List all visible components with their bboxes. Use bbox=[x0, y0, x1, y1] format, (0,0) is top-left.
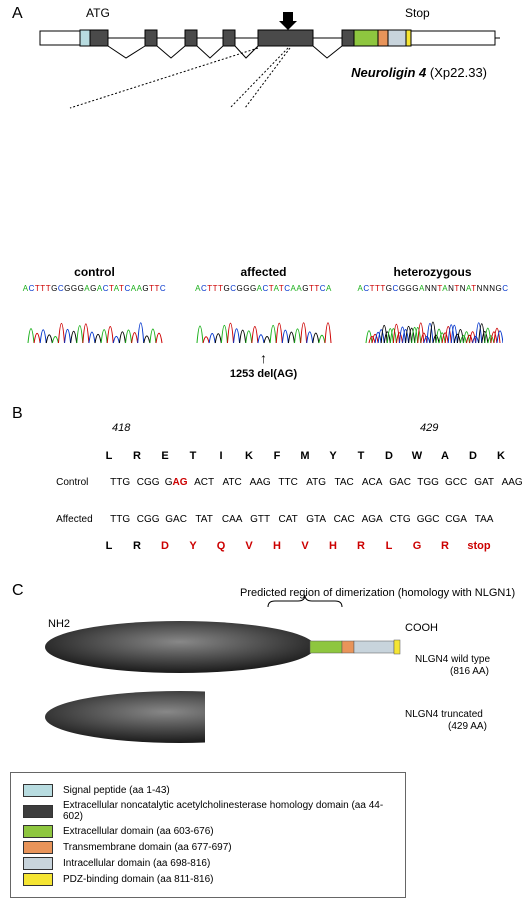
chrom-affected-seq: ACTTTGCGGGACTATCAAGTTCA bbox=[189, 284, 339, 293]
aa-top-row: LRETIKFMYTDWADK bbox=[95, 450, 517, 462]
cooh-label: COOH bbox=[405, 622, 438, 634]
legend-row: Extracellular domain (aa 603-676) bbox=[23, 825, 393, 838]
gene-svg bbox=[30, 10, 510, 110]
protein-diagram: Predicted region of dimerization (homolo… bbox=[10, 587, 517, 767]
wt-line2: (816 AA) bbox=[450, 666, 489, 677]
protein-svg: NH2 COOH NLGN4 wild type (816 AA) bbox=[10, 587, 510, 767]
chrom-control-trace bbox=[25, 295, 165, 345]
chrom-het-seq: ACTTTGCGGGANNTANTNATNNNGC bbox=[358, 284, 508, 293]
legend-swatch bbox=[23, 873, 53, 886]
control-dna-row: ControlTTGCGGGAGACTATCAAGTTCATGTACACAGAC… bbox=[45, 466, 517, 499]
aa-bottom-row: LRDYQVHVHRLGRstop bbox=[95, 540, 517, 552]
legend-swatch bbox=[23, 841, 53, 854]
nh2-label: NH2 bbox=[48, 618, 70, 630]
gene-name-loc: (Xp22.33) bbox=[426, 65, 487, 80]
legend-swatch bbox=[23, 784, 53, 797]
legend-swatch bbox=[23, 805, 53, 818]
legend-row: Signal peptide (aa 1-43) bbox=[23, 784, 393, 797]
chrom-control: control ACTTTGCGGGAGACTATCAAGTTC bbox=[20, 265, 170, 380]
pos-left: 418 bbox=[107, 422, 135, 434]
legend-text: Intracellular domain (aa 698-816) bbox=[63, 858, 210, 869]
panel-a: A ATG Stop bbox=[10, 10, 517, 380]
trunc-line2: (429 AA) bbox=[448, 721, 487, 732]
legend-row: Transmembrane domain (aa 677-697) bbox=[23, 841, 393, 854]
dimer-label: Predicted region of dimerization (homolo… bbox=[240, 587, 515, 599]
legend-row: Extracellular noncatalytic acetylcholine… bbox=[23, 800, 393, 822]
mutation-arrow: ↑ bbox=[189, 350, 339, 366]
legend-text: Extracellular noncatalytic acetylcholine… bbox=[63, 800, 393, 822]
chrom-control-title: control bbox=[20, 265, 170, 279]
gene-name-italic: Neuroligin 4 bbox=[351, 65, 426, 80]
legend-text: Extracellular domain (aa 603-676) bbox=[63, 826, 214, 837]
panel-c: C Predicted region of dimerization (homo… bbox=[10, 587, 517, 898]
chrom-affected-trace bbox=[194, 295, 334, 345]
legend-text: PDZ-binding domain (aa 811-816) bbox=[63, 874, 213, 885]
legend-swatch bbox=[23, 857, 53, 870]
chrom-het-trace bbox=[363, 295, 503, 345]
gene-name: Neuroligin 4 (Xp22.33) bbox=[351, 65, 487, 80]
pos-right: 429 bbox=[415, 422, 443, 434]
mutation-label: 1253 del(AG) bbox=[189, 368, 339, 380]
legend-row: Intracellular domain (aa 698-816) bbox=[23, 857, 393, 870]
chrom-affected-title: affected bbox=[189, 265, 339, 279]
affected-lbl: Affected bbox=[56, 514, 106, 525]
legend-row: PDZ-binding domain (aa 811-816) bbox=[23, 873, 393, 886]
chrom-het-title: heterozygous bbox=[358, 265, 508, 279]
affected-dna-row: AffectedTTGCGGGACTATCAAGTTCATGTACACAGACT… bbox=[45, 503, 517, 536]
pos-row: 418 429 bbox=[95, 410, 517, 446]
panel-b: B 418429 LRETIKFMYTDWADK ControlTTGCGGGA… bbox=[10, 410, 517, 552]
panel-b-label: B bbox=[12, 405, 23, 423]
chrom-control-seq: ACTTTGCGGGAGACTATCAAGTTC bbox=[20, 284, 170, 293]
chrom-het: heterozygous ACTTTGCGGGANNTANTNATNNNGC bbox=[358, 265, 508, 380]
trunc-line1: NLGN4 truncated bbox=[405, 709, 483, 720]
control-lbl: Control bbox=[56, 477, 106, 488]
chromatograms-row: control ACTTTGCGGGAGACTATCAAGTTC affecte… bbox=[10, 265, 517, 380]
legend-swatch bbox=[23, 825, 53, 838]
gene-structure: ATG Stop bbox=[10, 10, 517, 160]
legend-text: Signal peptide (aa 1-43) bbox=[63, 785, 170, 796]
chrom-affected: affected ACTTTGCGGGACTATCAAGTTCA ↑ 1253 … bbox=[189, 265, 339, 380]
legend-text: Transmembrane domain (aa 677-697) bbox=[63, 842, 232, 853]
legend-box: Signal peptide (aa 1-43) Extracellular no… bbox=[10, 772, 406, 898]
wt-line1: NLGN4 wild type bbox=[415, 654, 490, 665]
